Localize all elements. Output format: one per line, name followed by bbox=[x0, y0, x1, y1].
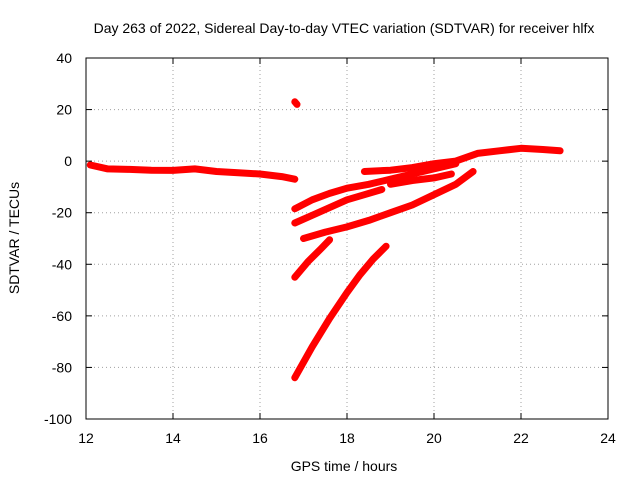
grid-lines bbox=[86, 58, 608, 419]
chart-title: Day 263 of 2022, Sidereal Day-to-day VTE… bbox=[94, 20, 595, 36]
y-tick-label: -80 bbox=[52, 359, 72, 375]
y-tick-label: 40 bbox=[56, 50, 72, 66]
x-tick-label: 12 bbox=[78, 430, 94, 446]
data-series-4 bbox=[291, 186, 386, 227]
axis-tick-labels: 12 14 16 18 20 22 24 -100 -80 -60 -40 -20 0 20 40 bbox=[44, 50, 616, 446]
y-tick-label: -100 bbox=[44, 411, 72, 427]
data-series-5 bbox=[360, 144, 564, 175]
x-tick-label: 14 bbox=[165, 430, 181, 446]
axis-ticks bbox=[85, 57, 609, 420]
x-tick-label: 24 bbox=[600, 430, 616, 446]
y-tick-label: -60 bbox=[52, 308, 72, 324]
x-axis-label: GPS time / hours bbox=[291, 458, 398, 474]
data-series-9 bbox=[291, 242, 390, 382]
data-series-2 bbox=[291, 98, 301, 108]
data-series-7 bbox=[387, 170, 455, 188]
x-tick-label: 20 bbox=[426, 430, 442, 446]
y-tick-label: 0 bbox=[64, 153, 72, 169]
data-series-3 bbox=[291, 160, 460, 213]
x-tick-label: 16 bbox=[252, 430, 268, 446]
data-series-8 bbox=[291, 236, 334, 281]
y-tick-label: 20 bbox=[56, 102, 72, 118]
y-tick-label: -20 bbox=[52, 205, 72, 221]
x-tick-label: 22 bbox=[513, 430, 529, 446]
data-series-1 bbox=[86, 161, 299, 183]
x-tick-label: 18 bbox=[339, 430, 355, 446]
data-series-6 bbox=[300, 168, 477, 242]
data-series-group bbox=[86, 98, 564, 382]
y-tick-label: -40 bbox=[52, 256, 72, 272]
y-axis-label: SDTVAR / TECUs bbox=[6, 182, 22, 294]
